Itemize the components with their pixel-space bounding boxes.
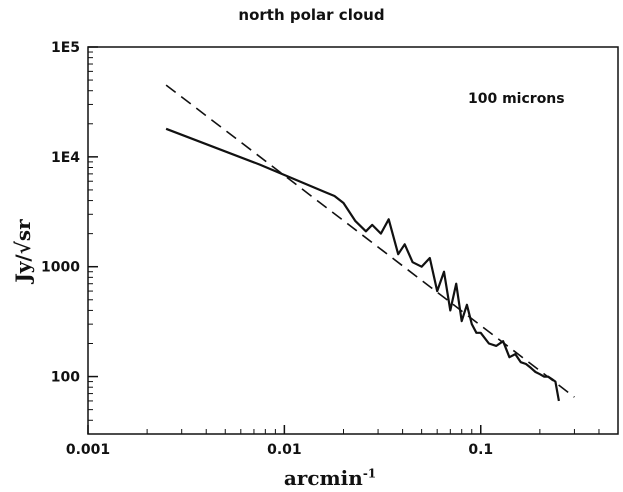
y-tick-label: 1E5 <box>51 40 80 56</box>
x-axis-label-text: arcmin <box>283 466 363 490</box>
series-line-solid <box>165 127 560 402</box>
y-axis-label: Jy/√sr <box>11 219 35 283</box>
y-tick-label: 100 <box>51 370 80 386</box>
chart-title: north polar cloud <box>238 6 385 24</box>
plot-frame <box>87 46 619 435</box>
x-axis-label: arcmin-1 <box>250 466 410 490</box>
x-tick-label: 0.001 <box>66 442 110 458</box>
y-tick-label: 1E4 <box>51 150 80 166</box>
series-line-dashed-fit <box>165 84 575 398</box>
annotation-100-microns: 100 microns <box>468 91 565 107</box>
x-tick-label: 0.01 <box>267 442 302 458</box>
x-tick-label: 0.1 <box>468 442 493 458</box>
y-tick-label: 1000 <box>41 260 80 276</box>
x-axis-label-exponent: -1 <box>362 466 377 481</box>
